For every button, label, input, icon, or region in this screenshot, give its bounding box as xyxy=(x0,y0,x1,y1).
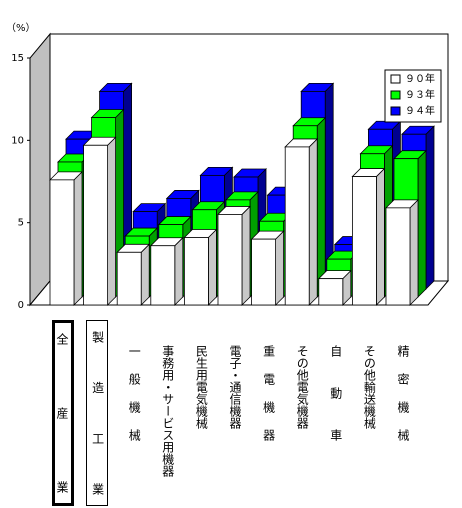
bar-3d xyxy=(385,198,419,306)
bar-3d xyxy=(116,243,151,306)
x-tick-label: 重電機器 xyxy=(261,345,276,441)
bar-3d xyxy=(317,269,352,306)
y-tick-label: 0 xyxy=(18,300,24,311)
bar xyxy=(284,146,310,306)
bar-side xyxy=(140,243,150,306)
legend-swatch xyxy=(390,90,401,100)
bar-3d xyxy=(82,136,117,306)
bar-3d xyxy=(149,236,184,306)
legend-swatch xyxy=(390,106,401,116)
bar-side xyxy=(375,167,385,306)
x-tick-label: 一般機械 xyxy=(127,345,142,441)
legend-swatch xyxy=(390,74,401,84)
x-tick-label: その他電気機器 xyxy=(295,345,310,429)
bar xyxy=(49,179,75,306)
bar xyxy=(251,238,277,306)
bar-side xyxy=(174,236,184,306)
side-wall xyxy=(29,32,51,307)
x-tick-label: 自動車 xyxy=(328,345,343,441)
bar-side xyxy=(308,137,318,306)
x-tick-label: 事務用・サービス用機器 xyxy=(160,345,175,477)
x-tick-label: 全産業 xyxy=(52,320,74,506)
y-tick-label: 15 xyxy=(11,53,24,64)
x-tick-label: 精密機械 xyxy=(396,345,410,441)
bar-3d xyxy=(217,205,251,306)
y-unit-label: （%） xyxy=(6,22,36,34)
bar-3d xyxy=(250,230,285,306)
x-tick-label: その他輸送機械 xyxy=(362,345,377,429)
legend-label: ９０年 xyxy=(405,72,435,85)
y-tick-label: 5 xyxy=(18,218,24,229)
x-tick-label: 電子・通信機器 xyxy=(228,345,242,429)
bar xyxy=(217,214,243,306)
bar xyxy=(183,237,209,306)
bar-side xyxy=(73,170,83,306)
bar-side xyxy=(207,228,217,306)
bar xyxy=(318,278,344,306)
bar-side xyxy=(425,125,435,290)
x-tick-label: 民生用電気機械 xyxy=(194,345,209,429)
bar xyxy=(116,251,142,306)
bar xyxy=(385,207,411,306)
legend-label: ９４年 xyxy=(405,104,435,117)
bar-3d xyxy=(183,228,218,306)
bar-side xyxy=(417,149,427,298)
bar-3d xyxy=(284,137,319,306)
bar-side xyxy=(409,198,419,306)
bar-3d xyxy=(49,170,83,306)
bar xyxy=(83,144,108,306)
bar-side xyxy=(316,116,326,298)
bar-side xyxy=(107,136,116,306)
bar-3d xyxy=(351,167,386,306)
bar-side xyxy=(275,230,285,306)
bar xyxy=(150,245,176,306)
y-tick-label: 10 xyxy=(11,135,24,146)
bar xyxy=(351,176,377,306)
legend-label: ９３年 xyxy=(405,88,435,101)
x-tick-label: 製造工業 xyxy=(85,320,108,506)
bar-side xyxy=(241,205,251,306)
